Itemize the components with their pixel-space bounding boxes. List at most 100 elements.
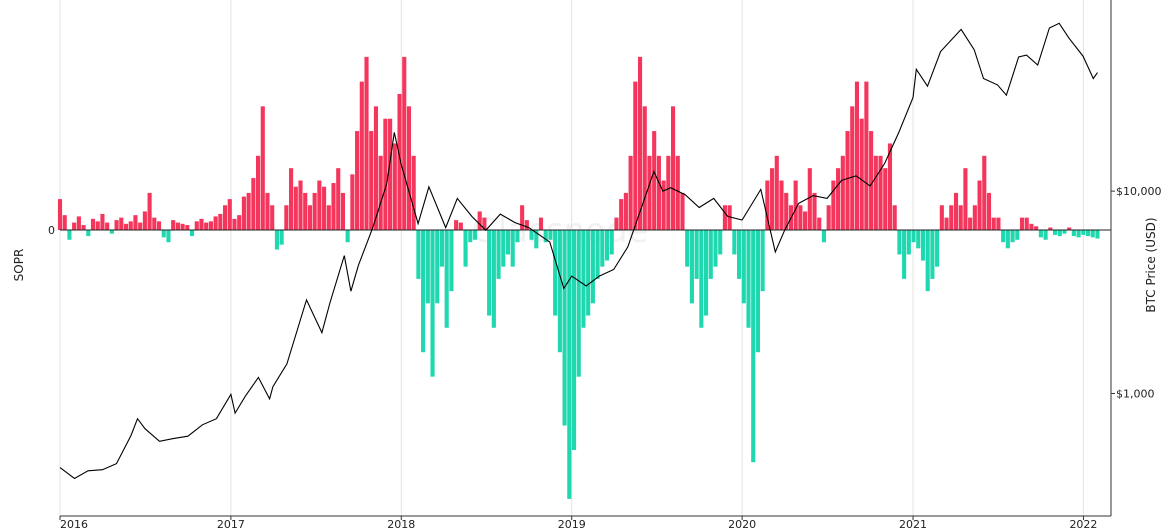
sopr-bar <box>553 230 558 316</box>
sopr-bar <box>421 230 426 353</box>
sopr-bar <box>883 168 888 230</box>
x-tick-label: 2019 <box>558 518 586 531</box>
sopr-bar <box>793 180 798 230</box>
sopr-bar <box>831 180 836 230</box>
sopr-bar <box>312 192 317 230</box>
sopr-bar <box>383 118 388 230</box>
sopr-bar <box>246 192 251 230</box>
sopr-bar <box>897 230 902 255</box>
sopr-bar <box>1029 223 1034 230</box>
sopr-bar <box>331 183 336 230</box>
sopr-bar <box>265 192 270 230</box>
sopr-bar <box>1057 230 1062 237</box>
sopr-bar <box>477 211 482 230</box>
sopr-bar <box>859 118 864 230</box>
sopr-bar <box>986 192 992 230</box>
sopr-bar <box>355 131 360 230</box>
sopr-bar <box>72 222 77 230</box>
x-tick-label: 2021 <box>899 518 927 531</box>
sopr-bar <box>935 230 940 267</box>
sopr-bar <box>925 230 930 292</box>
sopr-bar <box>81 225 86 230</box>
sopr-bar <box>765 180 770 230</box>
sopr-bar <box>562 230 567 426</box>
sopr-bar <box>784 192 789 230</box>
sopr-bar <box>251 178 256 230</box>
sopr-bar <box>510 230 515 267</box>
sopr-bar <box>307 205 312 230</box>
sopr-bar <box>751 230 756 463</box>
sopr-bar <box>458 222 463 230</box>
right-axis-title: BTC Price (USD) <box>1144 217 1158 312</box>
sopr-bar <box>746 230 751 328</box>
sopr-bar <box>161 230 166 238</box>
sopr-bar <box>817 217 822 230</box>
sopr-bar <box>152 217 157 230</box>
sopr-bar <box>538 217 544 230</box>
sopr-bar <box>968 217 973 230</box>
sopr-bar <box>293 186 298 230</box>
sopr-bar <box>86 230 91 237</box>
sopr-bar <box>543 230 548 243</box>
sopr-bar <box>656 155 661 230</box>
sopr-bar <box>463 230 468 267</box>
sopr-bar <box>270 205 275 230</box>
sopr-bar <box>892 205 897 230</box>
sopr-bar <box>755 230 760 353</box>
sopr-bar <box>392 143 397 230</box>
sopr-bar <box>1043 230 1048 240</box>
sopr-bar <box>482 217 487 230</box>
right-tick-labels: $10,000 $1,000 <box>1111 185 1162 400</box>
sopr-bar <box>95 221 100 230</box>
sopr-bar <box>1048 227 1053 230</box>
sopr-bar <box>821 230 827 243</box>
sopr-bar <box>1095 230 1100 239</box>
sopr-bar <box>402 56 407 230</box>
sopr-bar <box>67 230 72 240</box>
sopr-bar <box>798 205 803 230</box>
right-tick-label: $10,000 <box>1116 185 1162 198</box>
sopr-bar <box>647 155 652 230</box>
sopr-bar <box>920 230 926 261</box>
left-axis-title: SOPR <box>12 249 26 282</box>
sopr-bar <box>557 230 562 353</box>
sopr-bar <box>1015 230 1020 240</box>
sopr-bar <box>623 192 628 230</box>
sopr-bar <box>812 192 817 230</box>
sopr-bar <box>279 230 284 245</box>
sopr-bar <box>289 168 294 230</box>
sopr-bar <box>1010 230 1015 243</box>
sopr-bar <box>939 205 944 230</box>
sopr-bar <box>430 230 435 377</box>
sopr-bar <box>1067 227 1072 230</box>
sopr-bar <box>397 93 402 230</box>
sopr-bar <box>878 155 883 230</box>
sopr-bar <box>227 199 232 230</box>
sopr-bar <box>840 155 845 230</box>
sopr-bar <box>977 180 982 230</box>
sopr-bar <box>906 230 911 255</box>
sopr-bar <box>534 230 539 249</box>
right-tick-label: $1,000 <box>1116 387 1155 400</box>
sopr-bar <box>864 81 869 230</box>
sopr-bar <box>661 180 666 230</box>
sopr-bar <box>1052 230 1058 235</box>
sopr-bar <box>369 131 374 230</box>
sopr-bar <box>114 220 119 230</box>
sopr-bar <box>147 192 152 230</box>
sopr-bar <box>600 230 605 267</box>
sopr-bar <box>727 205 732 230</box>
sopr-bar <box>425 230 430 304</box>
sopr-bar <box>237 215 242 230</box>
sopr-bar <box>222 205 228 230</box>
sopr-bar <box>180 223 185 230</box>
sopr-bar <box>548 230 553 240</box>
sopr-bar <box>581 230 586 328</box>
sopr-bar <box>633 81 638 230</box>
sopr-bar <box>435 230 440 304</box>
x-gridlines <box>59 0 1084 516</box>
sopr-bar <box>642 106 647 230</box>
sopr-bar <box>100 213 105 230</box>
sopr-bar <box>991 217 996 230</box>
